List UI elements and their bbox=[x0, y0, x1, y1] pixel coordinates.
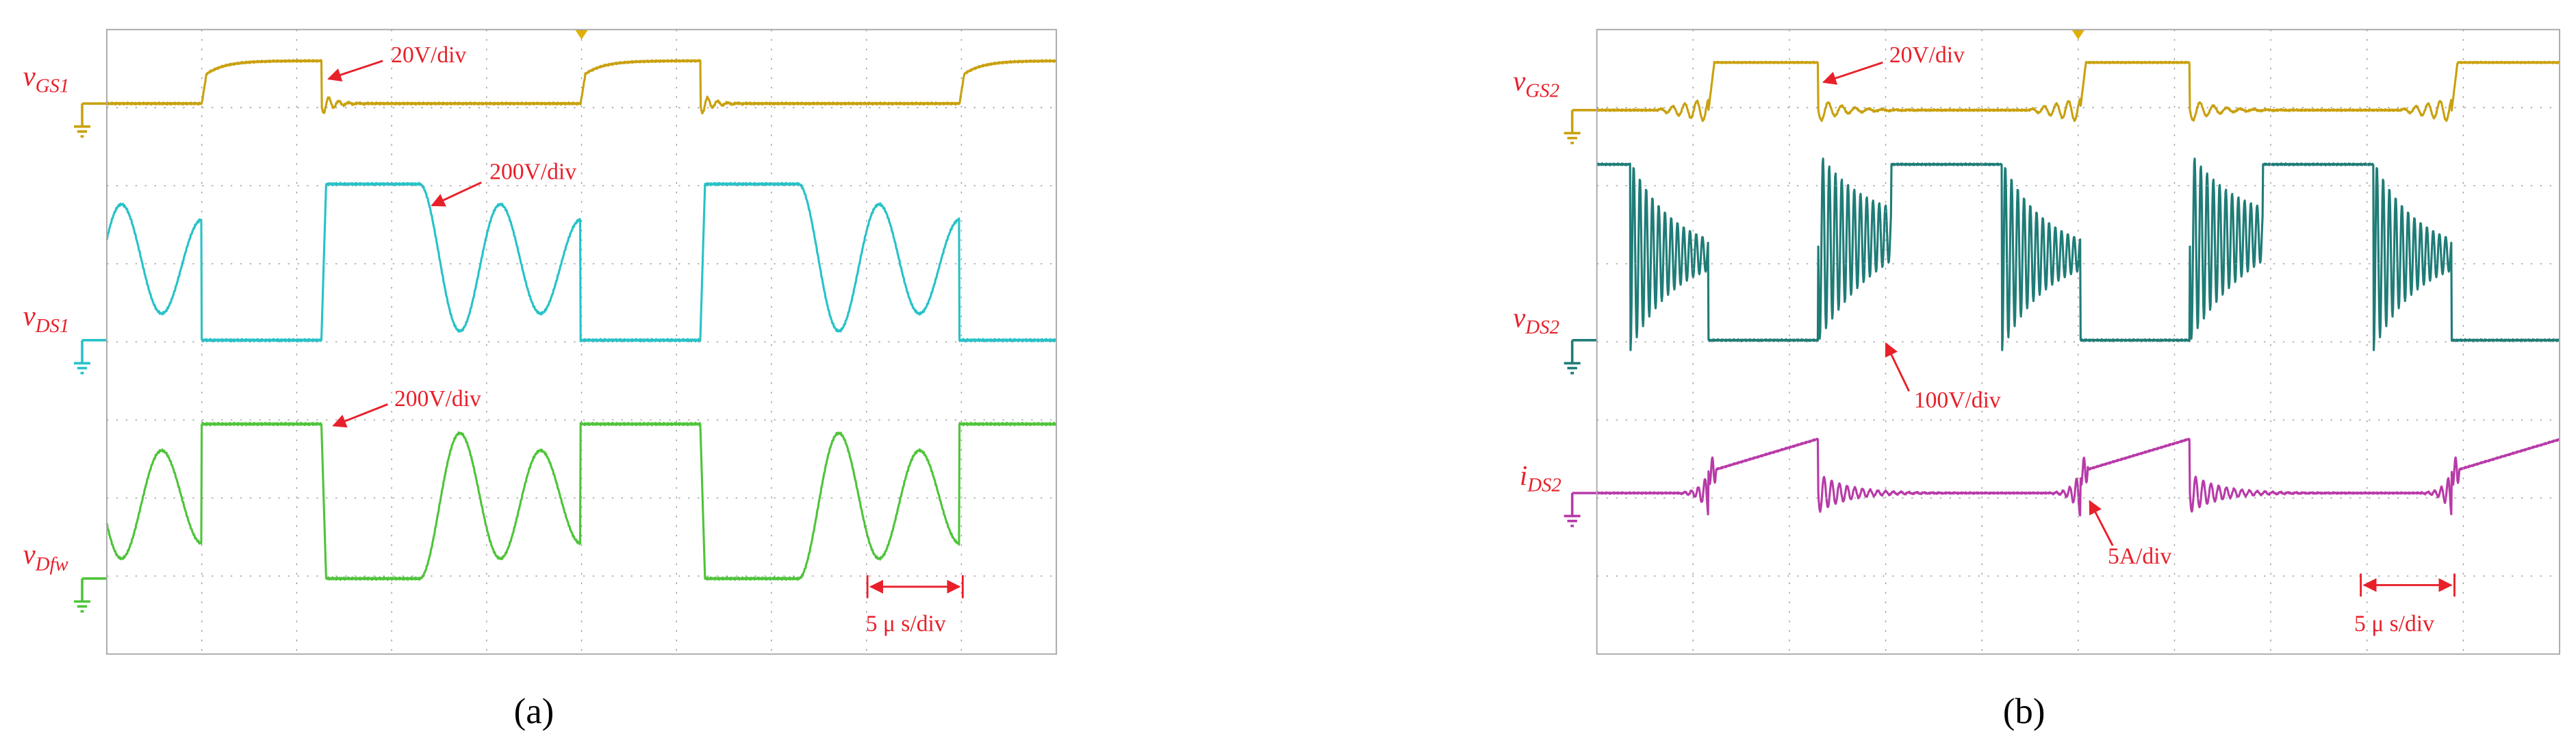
scale-annotation: 200V/div bbox=[394, 386, 481, 412]
waveform bbox=[1596, 158, 2560, 351]
scale-annotation: 200V/div bbox=[489, 160, 576, 185]
ground-symbol bbox=[1564, 109, 1597, 144]
waveform bbox=[1596, 438, 2560, 517]
arrow bbox=[327, 60, 383, 82]
arrow bbox=[1822, 61, 1883, 85]
caption: (b) bbox=[2003, 692, 2045, 731]
ground-symbol bbox=[1564, 492, 1597, 527]
caption: (a) bbox=[514, 692, 554, 731]
trace-label: vDS2 bbox=[1513, 303, 1559, 339]
time-scale: 5 μ s/div bbox=[2354, 612, 2434, 637]
arrow bbox=[332, 403, 388, 428]
scale-annotation: 20V/div bbox=[1889, 42, 1965, 68]
trigger-marker bbox=[574, 29, 589, 40]
ground-symbol bbox=[73, 577, 107, 613]
trace-label: vDfw bbox=[23, 539, 68, 575]
trace-label: iDS2 bbox=[1520, 460, 1561, 496]
scale-annotation: 20V/div bbox=[391, 42, 466, 68]
ground-symbol bbox=[73, 102, 107, 138]
ground-symbol bbox=[1564, 339, 1597, 375]
scale-annotation: 5A/div bbox=[2108, 544, 2171, 569]
arrow bbox=[2089, 500, 2114, 546]
trace-label: vDS1 bbox=[23, 301, 70, 337]
ground-symbol bbox=[73, 339, 107, 375]
arrow bbox=[431, 181, 482, 207]
scale-annotation: 100V/div bbox=[1914, 388, 2001, 413]
waveform bbox=[1596, 60, 2560, 123]
trace-label: vGS1 bbox=[23, 61, 70, 97]
trace-label: vGS2 bbox=[1513, 66, 1559, 102]
waveform bbox=[105, 421, 1057, 581]
trigger-marker bbox=[2071, 29, 2085, 40]
waveform bbox=[105, 181, 1057, 343]
time-scale: 5 μ s/div bbox=[866, 612, 946, 637]
arrow bbox=[1885, 342, 1910, 392]
